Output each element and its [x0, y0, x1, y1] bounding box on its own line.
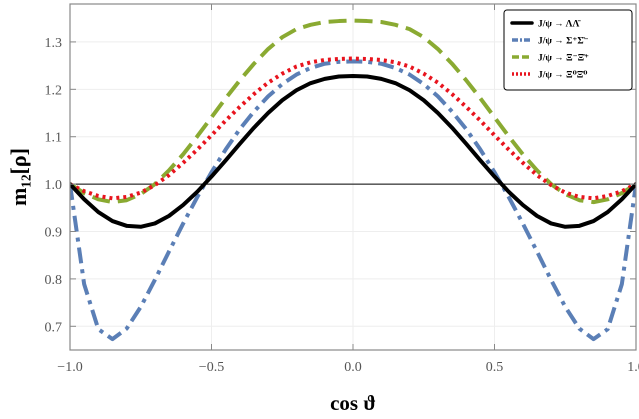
series-layer: [70, 18, 636, 342]
series-line: [70, 74, 636, 229]
legend-label: J/ψ → Ξ⁰Ξ̄⁰: [538, 71, 587, 81]
x-tick-label: 0.0: [344, 360, 362, 375]
legend-label: J/ψ → Ξ⁻Ξ̄⁺: [538, 54, 589, 64]
tick-layer: −1.0 −0.5 0.0 0.5 1.0 0.7 0.8 0.9 1.0 1.1 1.2 1.3: [45, 4, 639, 375]
series-line: [70, 59, 636, 342]
x-tick-label: −0.5: [199, 360, 224, 375]
y-tick-label: 0.7: [45, 320, 63, 335]
x-tick-label: 1.0: [627, 360, 639, 375]
y-tick-label: 0.8: [45, 273, 63, 288]
legend-label: J/ψ → ΛΛ̄: [538, 20, 581, 30]
y-axis-label: m₁₂[ρ]: [6, 148, 31, 206]
legend-box: [503, 9, 633, 91]
y-tick-label: 1.2: [45, 83, 63, 98]
x-axis-label: cos ϑ: [330, 391, 376, 415]
y-tick-label: 1.0: [45, 178, 63, 193]
y-tick-label: 1.3: [45, 36, 63, 51]
y-tick-label: 0.9: [45, 226, 63, 241]
legend-label: J/ψ → Σ⁺Σ̄⁻: [538, 37, 589, 47]
series-line: [70, 18, 636, 205]
x-tick-label: −1.0: [57, 360, 82, 375]
y-tick-label: 1.1: [45, 131, 63, 146]
x-tick-label: 0.5: [486, 360, 504, 375]
legend: J/ψ → ΛΛ̄ J/ψ → Σ⁺Σ̄⁻ J/ψ → Ξ⁻Ξ̄⁺ J/ψ → Ξ⁰Ξ…: [503, 9, 633, 91]
